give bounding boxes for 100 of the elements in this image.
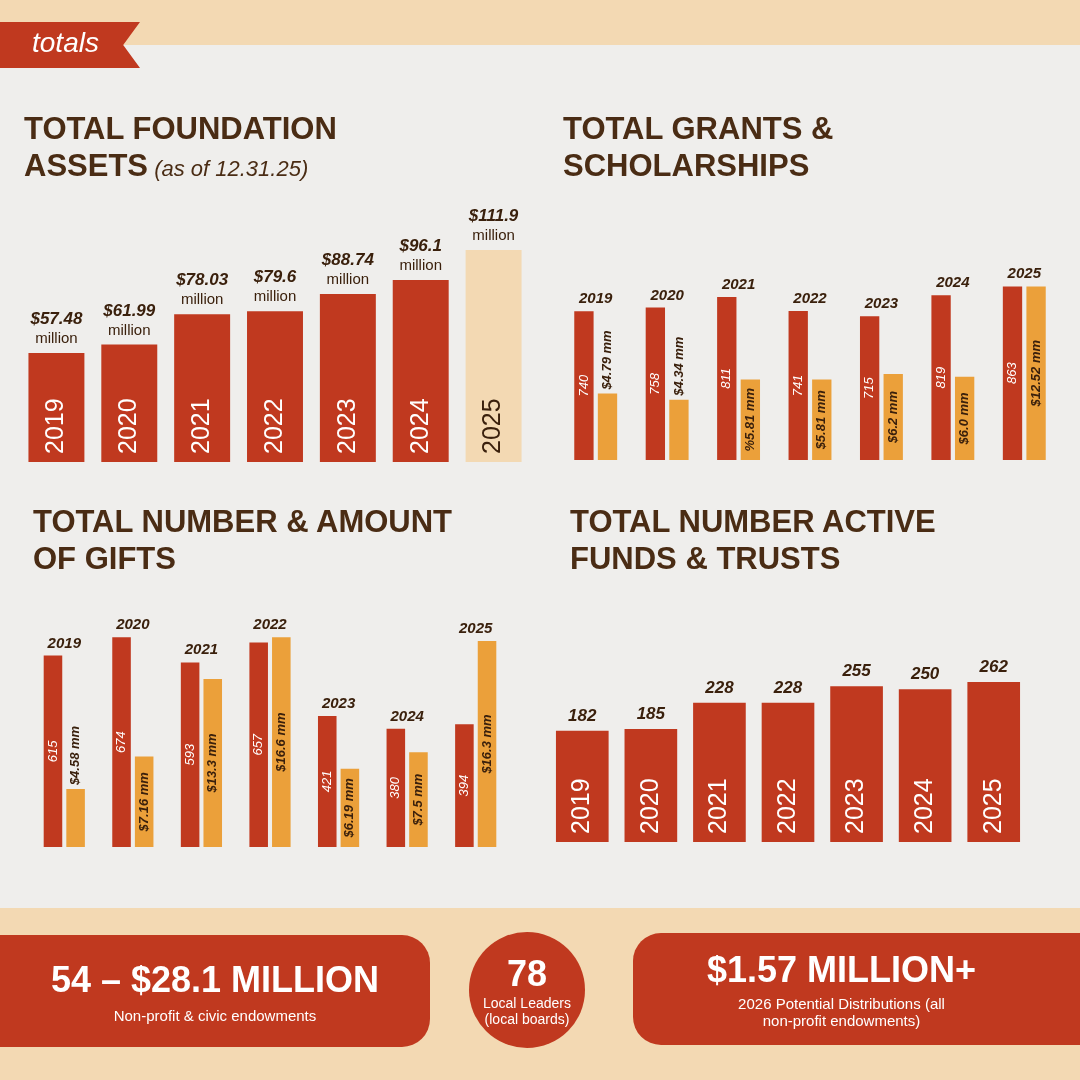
data-label: 615 [44,739,60,763]
bar [574,311,594,460]
bar [465,250,522,462]
x-tick-label: 2023 [331,398,360,454]
data-label: $57.48 million [29,309,83,347]
bar [112,637,131,847]
x-tick-label: 2023 [320,693,356,711]
x-tick-label: 2023 [840,778,869,834]
x-tick-label: 2020 [113,398,142,454]
bar [669,399,689,460]
data-label: 740 [575,373,591,397]
bar [788,311,808,460]
x-tick-label: 2021 [183,640,219,658]
x-tick-label: 2021 [703,778,732,834]
bar [180,662,200,847]
x-tick-label: 2019 [566,778,595,834]
data-label: 394 [456,774,472,797]
data-label: $12.52 mm [1027,339,1043,408]
bar [317,715,337,847]
bar [1026,286,1046,460]
data-label: $7.16 mm [135,771,151,833]
bar [319,293,376,462]
data-label: $16.6 mm [272,712,288,773]
data-label: $4.34 mm [670,336,686,397]
bar [830,686,883,842]
bar [249,642,268,847]
data-label: 863 [1004,361,1020,385]
bar [455,724,474,847]
data-label: 185 [636,704,666,724]
data-label: $6.0 mm [956,391,972,446]
bar [392,279,449,462]
data-label: $79.6 million [252,267,297,305]
data-label: 262 [978,657,1009,676]
x-tick-label: 2022 [252,615,288,633]
bar [555,730,609,842]
data-label: 811 [718,368,734,389]
chart-title: TOTAL NUMBER ACTIVE FUNDS & TRUSTS [570,503,937,577]
data-label: $6.19 mm [341,777,357,839]
data-label: $88.74 million [320,249,375,287]
data-label: 715 [861,376,877,399]
x-tick-label: 2021 [720,274,756,292]
x-tick-label: 2022 [771,778,800,834]
data-label: 758 [646,372,662,395]
bar [717,296,737,460]
data-label: 380 [387,776,403,799]
chart-subtitle: (as of 12.31.25) [153,156,309,181]
bar [1002,286,1023,460]
bar [693,702,746,842]
bar [645,307,666,460]
data-label: $96.1 million [398,235,442,273]
rounded-panel: $1.57 MILLION+ 2026 Potential Distributions (all non-profit endowments) [633,933,1080,1045]
data-label: $61.99 million [102,300,156,338]
x-tick-label: 2024 [404,398,433,454]
data-label: 674 [113,731,129,753]
data-label: 228 [704,677,735,697]
bar [272,637,291,847]
text: totals [32,27,99,59]
bar [597,393,618,460]
data-label: 421 [318,770,334,793]
bar [247,311,303,462]
bar [859,316,880,460]
data-label: $4.58 mm [67,725,83,787]
chart-title: TOTAL GRANTS & SCHOLARSHIPS [563,110,835,184]
bar [43,655,63,847]
x-tick-label: 2025 [458,618,494,636]
x-tick-label: 2019 [578,289,614,307]
x-tick-label: 2019 [40,398,69,454]
x-tick-label: 2024 [909,778,938,834]
data-label: $16.3 mm [478,713,494,775]
x-tick-label: 2024 [389,706,425,724]
bar [898,689,952,842]
data-label: 250 [909,664,940,684]
data-label: 182 [568,705,598,725]
bar [624,729,678,842]
chart-title: TOTAL NUMBER & AMOUNT OF GIFTS [33,503,454,577]
bar [931,295,951,460]
bar [761,702,815,842]
x-tick-label: 2025 [1006,264,1042,282]
x-tick-label: 2023 [863,294,899,312]
x-tick-label: 2020 [634,778,663,834]
data-label: $6.2 mm [884,390,900,445]
data-label: 228 [772,677,803,697]
x-tick-label: 2019 [46,633,82,651]
data-label: $7.5 mm [410,773,426,827]
bar [66,789,85,847]
data-label: 593 [181,743,197,766]
x-tick-label: 2021 [186,398,215,454]
data-label: 819 [932,366,948,389]
data-label: 255 [841,661,872,681]
data-label: $78.03 million [175,270,229,308]
bar [967,682,1021,842]
data-label: %5.81 mm [741,387,757,452]
x-tick-label: 2020 [115,615,151,633]
data-label: $5.81 mm [813,389,829,451]
bar [101,344,158,462]
x-tick-label: 2022 [258,398,287,454]
x-tick-label: 2025 [477,398,506,454]
data-label: 657 [250,733,266,756]
x-tick-label: 2025 [977,778,1006,834]
x-tick-label: 2020 [649,285,685,303]
